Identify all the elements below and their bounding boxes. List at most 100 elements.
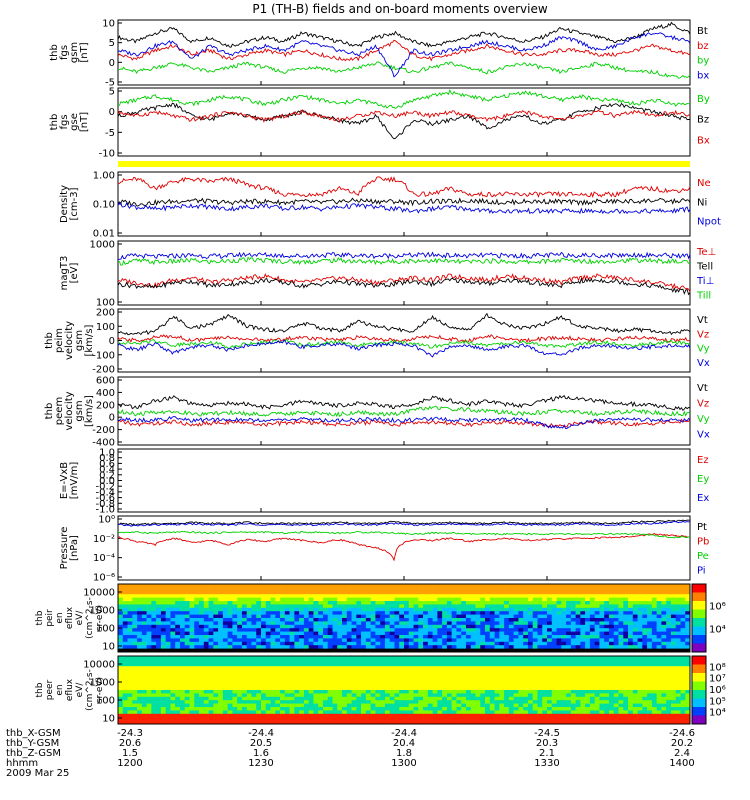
spectrogram-cell <box>404 645 410 649</box>
spectrogram-cell <box>265 638 271 643</box>
spectrogram-cell <box>513 611 519 615</box>
spectrogram-cell <box>437 717 443 721</box>
spectrogram-cell <box>604 590 610 595</box>
spectrogram-cell <box>465 676 472 681</box>
spectrogram-cell <box>280 700 286 704</box>
spectrogram-cell <box>337 676 343 681</box>
spectrogram-cell <box>446 700 452 704</box>
spectrogram-cell <box>365 590 371 595</box>
spectrogram-cell <box>322 700 329 704</box>
spectrogram-cell <box>365 607 371 612</box>
spectrogram-cell <box>346 601 352 605</box>
spectrogram-cell <box>628 720 634 725</box>
spectrogram-cell <box>160 604 166 609</box>
spectrogram-cell <box>532 696 538 701</box>
legend-entry: Ez <box>697 455 709 466</box>
spectrogram-cell <box>642 648 648 653</box>
spectrogram-cell <box>156 601 162 605</box>
series-line-peem-gsm-0 <box>117 394 691 411</box>
spectrogram-cell <box>527 693 533 698</box>
spectrogram-cell <box>179 594 186 598</box>
spectrogram-cell <box>418 638 424 643</box>
spectrogram-cell <box>299 686 305 691</box>
spectrogram-cell <box>318 594 324 598</box>
spectrogram-cell <box>356 604 362 609</box>
spectrogram-cell <box>151 713 157 718</box>
spectrogram-cell <box>137 679 143 684</box>
spectrogram-cell <box>280 713 286 718</box>
spectrogram-cell <box>427 673 433 677</box>
spectrogram-cell <box>394 614 400 619</box>
spectrogram-cell <box>561 638 567 643</box>
spectrogram-cell <box>160 641 166 646</box>
spectrogram-cell <box>442 645 448 649</box>
spectrogram-cell <box>527 628 533 632</box>
spectrogram-cell <box>404 604 410 609</box>
spectrogram-cell <box>365 703 371 708</box>
spectrogram-cell <box>604 703 610 708</box>
spectrogram-cell <box>408 641 414 646</box>
spectrogram-cell <box>518 614 524 619</box>
spectrogram-cell <box>527 611 533 615</box>
spectrogram-cell <box>203 641 209 646</box>
spectrogram-cell <box>518 631 524 636</box>
spectrogram-cell <box>647 696 653 701</box>
spectrogram-cell <box>628 666 634 670</box>
spectrogram-cell <box>399 631 405 636</box>
spectrogram-cell <box>580 638 586 643</box>
spectrogram-cell <box>656 611 662 615</box>
spectrogram-cell <box>170 710 176 715</box>
spectrogram-cell <box>566 696 572 701</box>
spectrogram-cell <box>575 686 581 691</box>
spectrogram-cell <box>608 696 615 701</box>
spectrogram-cell <box>399 635 405 639</box>
spectrogram-cell <box>423 590 429 595</box>
spectrogram-cell <box>570 683 576 687</box>
spectrogram-cell <box>442 624 448 629</box>
spectrogram-cell <box>618 621 624 626</box>
y-axis-label: gsm <box>74 400 85 421</box>
spectrogram-cell <box>203 662 209 667</box>
spectrogram-cell <box>375 621 381 626</box>
spectrogram-cell <box>284 656 290 660</box>
spectrogram-cell <box>504 607 510 612</box>
spectrogram-cell <box>594 587 600 592</box>
spectrogram-cell <box>647 621 653 626</box>
spectrogram-cell <box>556 713 562 718</box>
spectrogram-cell <box>170 707 176 711</box>
spectrogram-cell <box>299 590 305 595</box>
spectrogram-cell <box>647 607 653 612</box>
spectrogram-cell <box>575 590 581 595</box>
spectrogram-cell <box>556 618 562 622</box>
spectrogram-cell <box>642 666 648 670</box>
spectrogram-cell <box>556 676 562 681</box>
spectrogram-cell <box>346 693 352 698</box>
spectrogram-cell <box>265 713 271 718</box>
spectrogram-cell <box>404 693 410 698</box>
spectrogram-cell <box>537 604 543 609</box>
spectrogram-cell <box>137 683 143 687</box>
spectrogram-cell <box>284 666 290 670</box>
spectrogram-cell <box>651 666 657 670</box>
spectrogram-cell <box>175 656 181 660</box>
spectrogram-cell <box>494 611 500 615</box>
spectrogram-cell <box>675 659 681 664</box>
spectrogram-cell <box>508 628 514 632</box>
spectrogram-cell <box>132 624 138 629</box>
spectrogram-cell <box>199 597 205 602</box>
spectrogram-cell <box>670 656 676 660</box>
spectrogram-cell <box>284 611 290 615</box>
spectrogram-cell <box>184 707 190 711</box>
spectrogram-cell <box>241 707 247 711</box>
spectrogram-cell <box>332 662 338 667</box>
spectrogram-cell <box>408 584 414 588</box>
spectrogram-cell <box>218 720 224 725</box>
spectrogram-cell <box>413 656 419 660</box>
y-axis-label: thb <box>35 610 45 625</box>
spectrogram-cell <box>556 604 562 609</box>
spectrogram-cell <box>427 584 433 588</box>
spectrogram-cell <box>465 686 472 691</box>
spectrogram-cell <box>208 604 214 609</box>
spectrogram-cell <box>470 676 476 681</box>
spectrogram-cell <box>194 683 200 687</box>
